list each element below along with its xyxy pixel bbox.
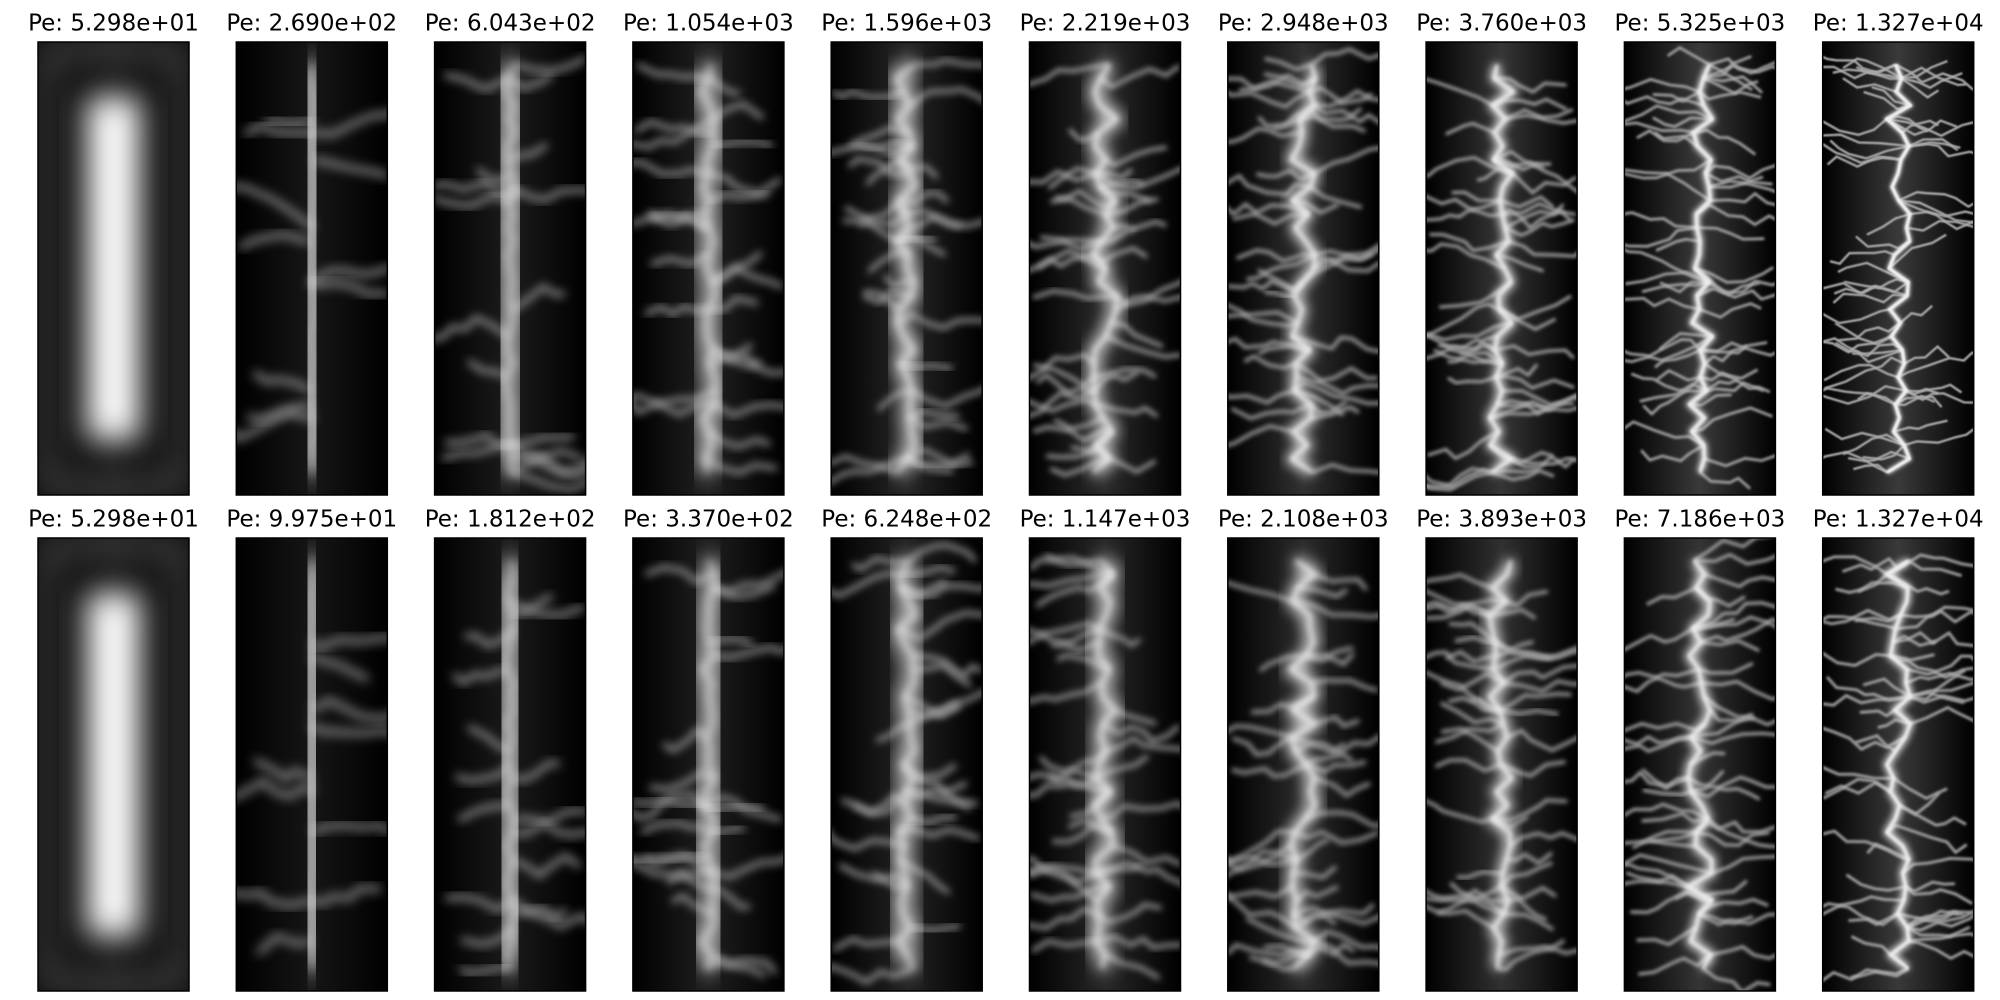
panel-frame	[830, 537, 983, 992]
panel-title: Pe: 7.186e+03	[1615, 507, 1786, 533]
panel-frame	[1227, 41, 1380, 496]
panel-title: Pe: 2.948e+03	[1218, 11, 1389, 37]
panel-frame	[433, 537, 587, 992]
panel-frame	[830, 41, 983, 496]
panel-image	[1822, 42, 1974, 495]
panel-image	[632, 538, 784, 991]
panel-frame	[1821, 41, 1975, 496]
panel-title: Pe: 6.043e+02	[425, 11, 596, 37]
panel-title: Pe: 3.370e+02	[623, 507, 794, 533]
panel-frame	[433, 41, 587, 496]
panel-title: Pe: 3.893e+03	[1416, 507, 1587, 533]
panel-frame	[1425, 41, 1578, 496]
panel-frame	[235, 41, 389, 496]
panel-frame	[1623, 537, 1777, 992]
panel-image	[632, 42, 784, 495]
panel-title: Pe: 1.147e+03	[1020, 507, 1191, 533]
panel-image	[1426, 538, 1578, 991]
panel-image	[1227, 42, 1379, 495]
panel-title: Pe: 2.108e+03	[1218, 507, 1389, 533]
panel-title: Pe: 1.054e+03	[623, 11, 794, 37]
panel-image	[38, 538, 189, 991]
panel-title: Pe: 2.690e+02	[226, 11, 397, 37]
panel-frame	[632, 41, 785, 496]
panel-image	[1426, 42, 1578, 495]
panel-image	[1624, 538, 1776, 991]
panel-frame	[37, 537, 190, 992]
panel-title: Pe: 1.812e+02	[425, 507, 596, 533]
panel-image	[434, 42, 586, 495]
panel-title: Pe: 1.327e+04	[1813, 507, 1984, 533]
panel-image	[236, 538, 388, 991]
panel-frame	[1227, 537, 1380, 992]
panel-frame	[1028, 537, 1182, 992]
panel-image	[434, 538, 586, 991]
panel-image	[831, 538, 983, 991]
panel-title: Pe: 3.760e+03	[1416, 11, 1587, 37]
panel-title: Pe: 2.219e+03	[1020, 11, 1191, 37]
panel-title: Pe: 1.327e+04	[1813, 11, 1984, 37]
panel-image	[236, 42, 388, 495]
panel-image	[1227, 538, 1379, 991]
panel-image	[831, 42, 983, 495]
panel-frame	[1425, 537, 1578, 992]
panel-title: Pe: 9.975e+01	[226, 507, 397, 533]
panel-image	[1624, 42, 1776, 495]
panel-title: Pe: 5.298e+01	[28, 507, 199, 533]
panel-frame	[632, 537, 785, 992]
panel-image	[38, 42, 189, 495]
panel-frame	[37, 41, 190, 496]
panel-title: Pe: 1.596e+03	[821, 11, 992, 37]
panel-frame	[1821, 537, 1975, 992]
panel-title: Pe: 5.325e+03	[1615, 11, 1786, 37]
panel-image	[1029, 42, 1181, 495]
panel-frame	[235, 537, 389, 992]
panel-image	[1029, 538, 1181, 991]
panel-title: Pe: 6.248e+02	[821, 507, 992, 533]
panel-frame	[1623, 41, 1777, 496]
panel-title: Pe: 5.298e+01	[28, 11, 199, 37]
panel-frame	[1028, 41, 1182, 496]
panel-image	[1822, 538, 1974, 991]
